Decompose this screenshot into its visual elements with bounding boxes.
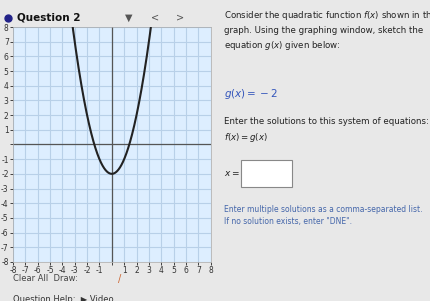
FancyBboxPatch shape: [241, 160, 292, 187]
Text: Enter multiple solutions as a comma-separated list.
If no solution exists, enter: Enter multiple solutions as a comma-sepa…: [224, 205, 422, 226]
Text: >: >: [176, 12, 184, 22]
Text: $g(x) = -2$: $g(x) = -2$: [224, 87, 277, 101]
Text: $x =$: $x =$: [224, 169, 240, 178]
Text: Enter the solutions to this system of equations:
$f(x) = g(x)$: Enter the solutions to this system of eq…: [224, 117, 428, 144]
Text: Consider the quadratic function $f(x)$ shown in the
graph. Using the graphing wi: Consider the quadratic function $f(x)$ s…: [224, 9, 430, 52]
Text: Question Help:  ▶ Video: Question Help: ▶ Video: [13, 295, 114, 301]
Text: Clear All  Draw:: Clear All Draw:: [13, 274, 78, 283]
Text: /: /: [118, 274, 122, 284]
Text: ▼: ▼: [125, 12, 132, 22]
Text: <: <: [150, 12, 159, 22]
Text: Question 2: Question 2: [17, 12, 81, 22]
